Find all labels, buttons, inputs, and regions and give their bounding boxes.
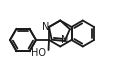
Text: HO: HO bbox=[31, 48, 46, 58]
Text: N: N bbox=[42, 22, 49, 32]
Text: N: N bbox=[61, 35, 69, 45]
